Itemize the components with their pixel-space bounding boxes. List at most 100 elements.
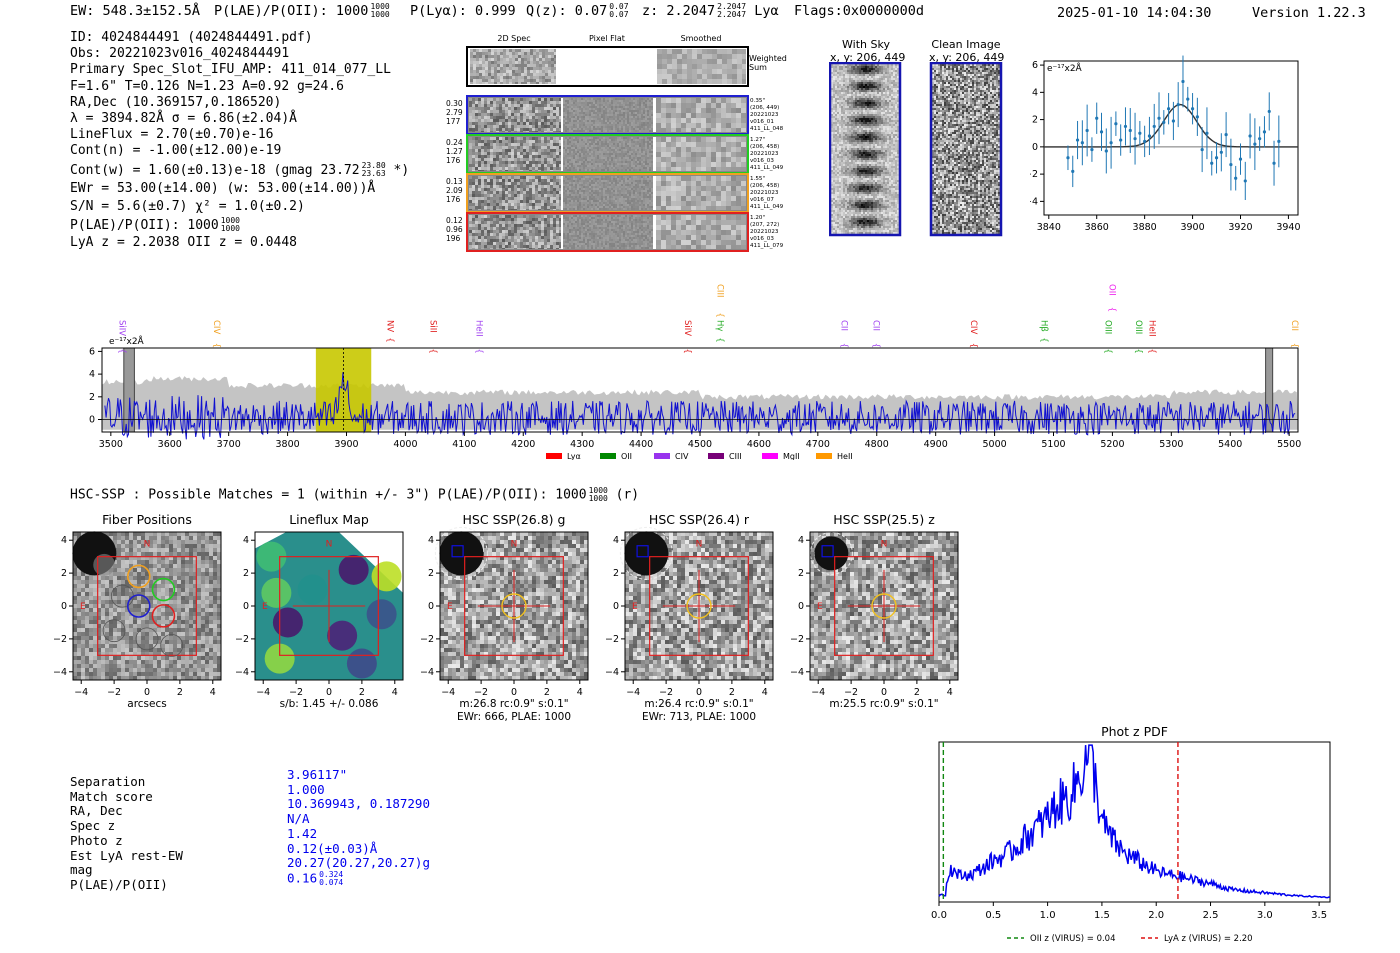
- spectrum-line-name: CII: [838, 320, 848, 331]
- hsc-ytick-label: −2: [790, 634, 804, 645]
- hsc-cutout-noise: [625, 532, 773, 680]
- header-plae: P(LAE)/P(OII): 1000 1000 1000: [214, 2, 390, 20]
- fiber-circle: [102, 619, 126, 643]
- zoom-point: [1214, 156, 1219, 160]
- match-value: 0.16 0.324 0.074: [287, 869, 344, 887]
- weighted-sum-smoothed: [657, 49, 746, 84]
- hsc-xtick-label: −2: [844, 687, 858, 698]
- spectrum-line-name: CIII: [715, 284, 725, 297]
- hsc-ytick-label: 0: [798, 601, 804, 612]
- legend-swatch: [546, 453, 562, 459]
- zoom-point: [1123, 124, 1128, 129]
- spectrum-line-label: HeII {: [474, 320, 484, 354]
- hsc-xtick-label: −4: [811, 687, 825, 698]
- spectrum-line-label: SiIV {: [117, 320, 127, 354]
- spectrum-line-name: OII: [1106, 284, 1116, 296]
- pdf-legend-label: LyA z (VIRUS) = 2.20: [1164, 934, 1253, 944]
- cutout-row-info: v016_03: [750, 236, 774, 242]
- info-id: ID: 4024844491 (4024844491.pdf): [70, 30, 313, 45]
- spectrum-line-label: OII {: [1106, 284, 1116, 312]
- catalog-match-box: [451, 545, 464, 558]
- aperture-circle: [501, 593, 527, 619]
- spectrum-line-brace: {: [117, 348, 127, 353]
- cutout-divider: [561, 176, 563, 210]
- zoom-point: [1176, 103, 1180, 107]
- match-value: 1.000: [287, 781, 325, 797]
- match-label: Match score: [70, 788, 153, 804]
- compass-north: N: [326, 540, 333, 550]
- cutout-2d-spec: [469, 176, 561, 210]
- zoom-point: [1075, 138, 1080, 142]
- info-fwhm: F=1.6" T=0.126 N=1.23 A=0.92 g=24.6: [70, 78, 344, 94]
- zoom-point: [1258, 137, 1262, 141]
- hsc-panel-caption2: EWr: 713, PLAE: 1000: [642, 711, 756, 723]
- cutout-row-info: v016_07: [750, 197, 774, 203]
- cutout-divider: [561, 137, 563, 171]
- compass-east: E: [80, 602, 86, 612]
- spectrum-line-brace: {: [474, 348, 484, 353]
- source-aperture: [619, 526, 673, 580]
- col-2d-spec: 2D Spec: [497, 34, 531, 43]
- hsc-panel-title: Fiber Positions: [102, 512, 192, 527]
- hsc-xtick-label: 2: [914, 687, 920, 698]
- zoom-point: [1238, 157, 1243, 161]
- hsc-ytick-label: −2: [605, 634, 619, 645]
- zoom-point: [1099, 130, 1104, 134]
- lineflux-blob: [261, 577, 292, 608]
- zoom-ytick-label: 0: [1032, 142, 1038, 153]
- pdf-xtick-label: 2.0: [1148, 910, 1164, 921]
- zoom-point: [1104, 149, 1108, 153]
- spectrum-line-label: SiII {: [428, 320, 438, 354]
- cutout-pixel-flat: [563, 98, 653, 132]
- spectrum-line-brace: {: [1039, 337, 1049, 342]
- zoom-xtick-label: 3920: [1228, 222, 1252, 233]
- lineflux-blob: [371, 561, 402, 592]
- cutout-row-info: (206, 449): [750, 105, 779, 111]
- hsc-ytick-label: −4: [420, 667, 434, 678]
- hsc-panel-caption: m:26.4 rc:0.9" s:0.1": [644, 698, 753, 710]
- spectrum-line-name: SiIV: [682, 320, 692, 336]
- zoom-point: [1262, 130, 1267, 134]
- spectrum-xtick-label: 3500: [99, 439, 123, 450]
- cutout-row-info: 411_LL_079: [750, 243, 784, 249]
- spectrum-line-name: CII: [871, 320, 881, 331]
- info-primary: Primary Spec_Slot_IFU_AMP: 411_014_077_L…: [70, 62, 391, 78]
- zoom-point: [1186, 97, 1190, 101]
- spectrum-line-brace: {: [968, 343, 978, 348]
- spectrum-xtick-label: 4700: [806, 439, 830, 450]
- zoom-point: [1157, 116, 1161, 120]
- info-radec: RA,Dec (10.369157,0.186520): [70, 94, 282, 110]
- hsc-ytick-label: −2: [235, 634, 249, 645]
- spectrum-line-brace: {: [1289, 343, 1299, 348]
- header-datetime: 2025-01-10 14:04:30: [1057, 5, 1212, 21]
- compass-north: N: [511, 540, 518, 550]
- legend-label: CIII: [729, 452, 742, 460]
- zoom-point: [1171, 119, 1175, 123]
- legend-label: MgII: [783, 452, 800, 460]
- zoom-point: [1234, 176, 1238, 180]
- spectrum-xtick-label: 4500: [688, 439, 712, 450]
- hsc-xtick-label: 2: [359, 687, 365, 698]
- hsc-ytick-label: 2: [428, 568, 434, 579]
- spectrum-line-name: SiIV: [117, 320, 127, 336]
- spectrum-line-brace: {: [682, 348, 692, 353]
- spectrum-ytick-label: 2: [89, 392, 95, 403]
- cutout-row-value: 0.13: [446, 177, 463, 186]
- zoom-point: [1080, 141, 1084, 145]
- spectrum-line-name: CIV: [968, 320, 978, 334]
- zoom-point: [1071, 169, 1075, 173]
- spectrum-line-name: Hγ: [715, 320, 725, 331]
- header-flags: Flags:0x0000000d: [794, 3, 925, 19]
- spectrum-unit-label: e⁻¹⁷x2Å: [109, 335, 145, 347]
- catalog-match-box: [636, 545, 649, 558]
- hsc-xtick-label: 2: [177, 687, 183, 698]
- cutout-row-info: (206, 458): [750, 183, 779, 189]
- header-qz: Q(z): 0.07 0.07 0.07: [526, 2, 629, 20]
- zoom-point: [1138, 131, 1142, 135]
- cutout-row-value: 1.27: [446, 147, 463, 156]
- zoom-point: [1167, 107, 1171, 111]
- hsc-xtick-label: 4: [947, 687, 953, 698]
- zoom-point: [1090, 147, 1094, 152]
- cutout-2d-spec: [469, 98, 561, 132]
- info-obs: Obs: 20221023v016_4024844491: [70, 46, 290, 62]
